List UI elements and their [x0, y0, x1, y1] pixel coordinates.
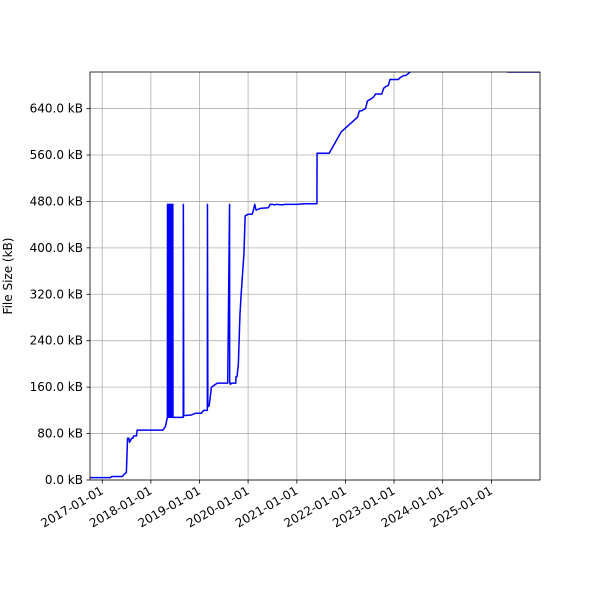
y-tick-label: 240.0 kB [30, 334, 83, 348]
y-axis-title: File Size (kB) [1, 238, 15, 315]
y-axis: 0.0 kB 80.0 kB 160.0 kB 240.0 kB 320.0 kB 400… [30, 102, 90, 487]
plot-frame [89, 71, 541, 481]
y-tick-label: 640.0 kB [30, 102, 83, 116]
y-tick-label: 400.0 kB [30, 241, 83, 255]
y-tick-label: 0.0 kB [45, 473, 83, 487]
file-size-line [90, 72, 540, 479]
y-tick-label: 80.0 kB [37, 427, 83, 441]
y-tick-label: 560.0 kB [30, 148, 83, 162]
y-tick-label: 480.0 kB [30, 194, 83, 208]
data-layer [90, 72, 540, 479]
y-tick-label: 160.0 kB [30, 380, 83, 394]
y-tick-label: 320.0 kB [30, 287, 83, 301]
